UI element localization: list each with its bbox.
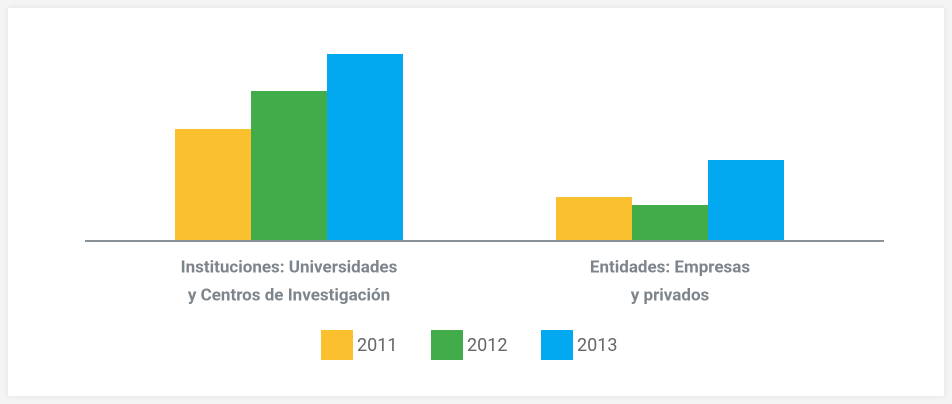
legend-label: 2013: [577, 335, 617, 356]
legend-label: 2012: [467, 335, 507, 356]
legend-swatch: [541, 330, 573, 360]
legend-label: 2011: [357, 335, 397, 356]
legend-swatch: [431, 330, 463, 360]
category-label: Entidades: Empresas: [590, 257, 750, 277]
bar: [632, 205, 708, 241]
legend-swatch: [321, 330, 353, 360]
bar: [556, 197, 632, 241]
bar: [251, 91, 327, 241]
card: [8, 8, 944, 396]
category-label: y Centros de Investigación: [188, 285, 390, 305]
bar: [708, 160, 784, 241]
category-label: y privados: [631, 285, 710, 305]
bar: [175, 129, 251, 241]
category-label: Instituciones: Universidades: [181, 257, 398, 277]
bar: [327, 54, 403, 241]
